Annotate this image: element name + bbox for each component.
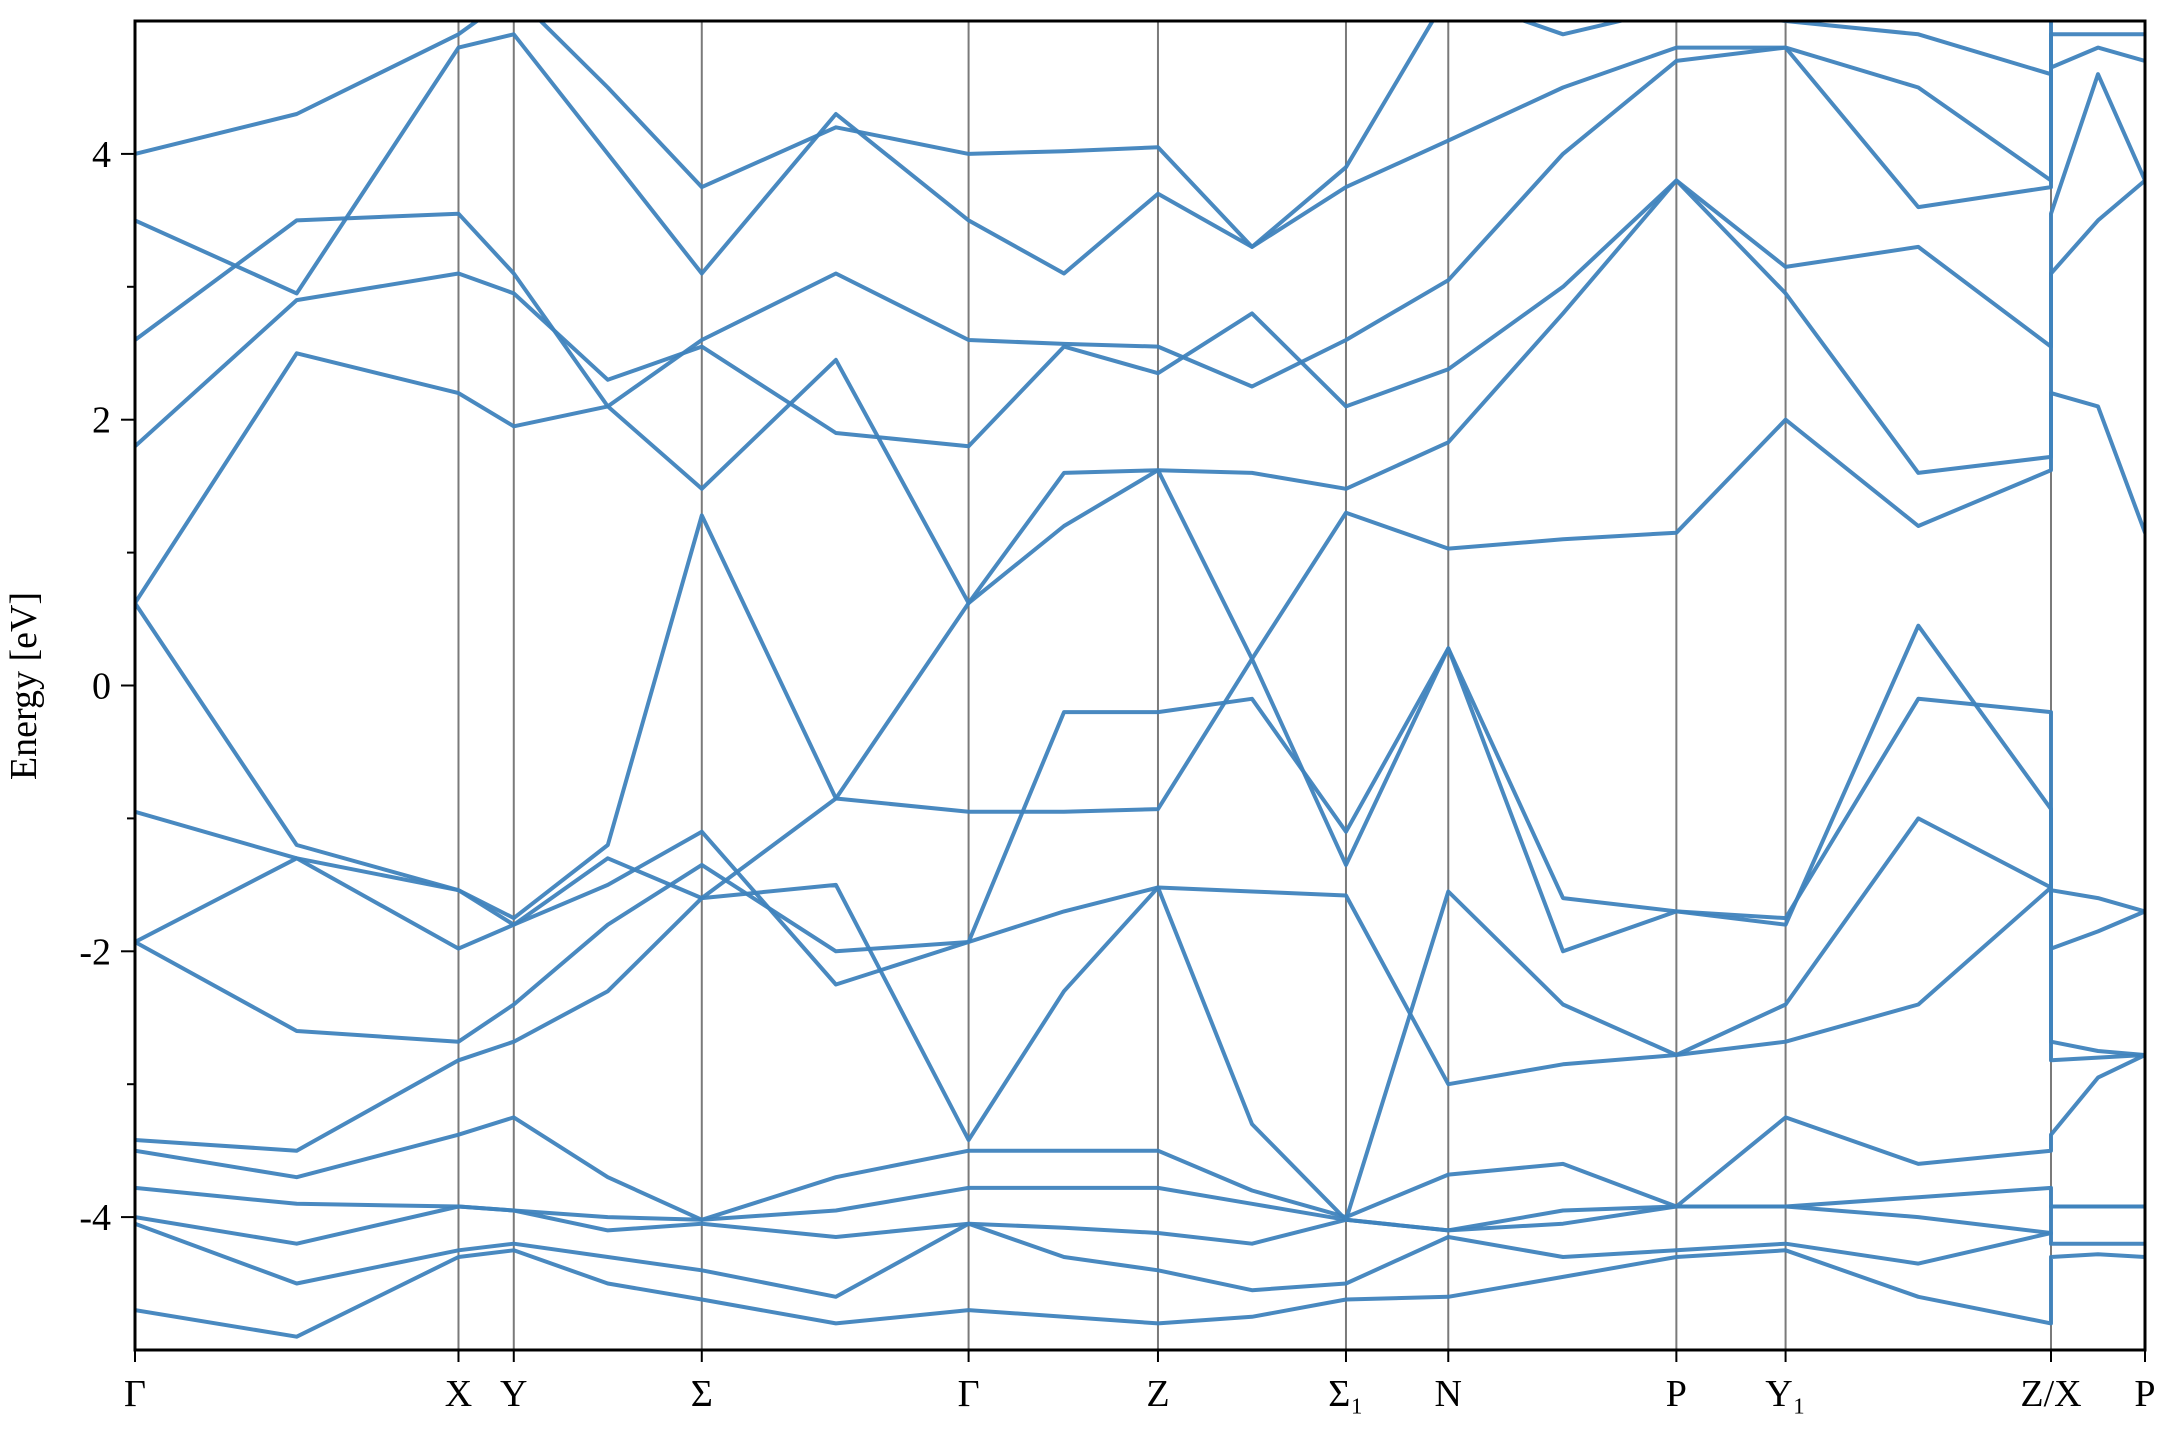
band-line <box>135 1221 2145 1299</box>
band-line <box>135 45 2145 409</box>
x-tick-label: Σ₁ <box>1328 1373 1363 1415</box>
band-line <box>135 1053 2145 1222</box>
y-tick-label: 4 <box>92 134 111 176</box>
x-tick-label: N <box>1435 1373 1462 1415</box>
bands <box>135 21 2145 1339</box>
y-tick-label: 0 <box>92 666 111 708</box>
band-line <box>135 1185 2145 1233</box>
band-line <box>135 391 2145 927</box>
y-tick-label: 2 <box>92 400 111 442</box>
band-line <box>135 178 2145 606</box>
x-tick-label: Y <box>500 1373 527 1415</box>
band-line <box>135 623 2145 987</box>
x-tick-label: P <box>2134 1373 2155 1415</box>
band-line <box>135 21 2053 249</box>
x-tick-label: Γ <box>124 1373 146 1415</box>
x-tick-label: P <box>1666 1373 1687 1415</box>
x-tick-label: Y₁ <box>1765 1373 1806 1415</box>
y-tick-label: -2 <box>79 931 111 973</box>
band-line <box>135 32 2145 296</box>
band-line <box>135 1204 2145 1246</box>
x-tick-label: Z/X <box>2020 1373 2081 1415</box>
plot-frame <box>133 19 2147 1352</box>
band-line <box>135 72 2145 449</box>
y-tick-label: -4 <box>79 1197 111 1239</box>
y-axis-label: Energy [eV] <box>3 592 45 780</box>
x-tick-label: Γ <box>958 1373 980 1415</box>
x-tick-label: X <box>445 1373 472 1415</box>
x-tick-label: Σ <box>691 1373 713 1415</box>
band-line <box>135 816 2145 1222</box>
band-line <box>135 882 2145 1153</box>
band-line <box>135 1248 2145 1339</box>
x-tick-label: Z <box>1146 1373 1169 1415</box>
